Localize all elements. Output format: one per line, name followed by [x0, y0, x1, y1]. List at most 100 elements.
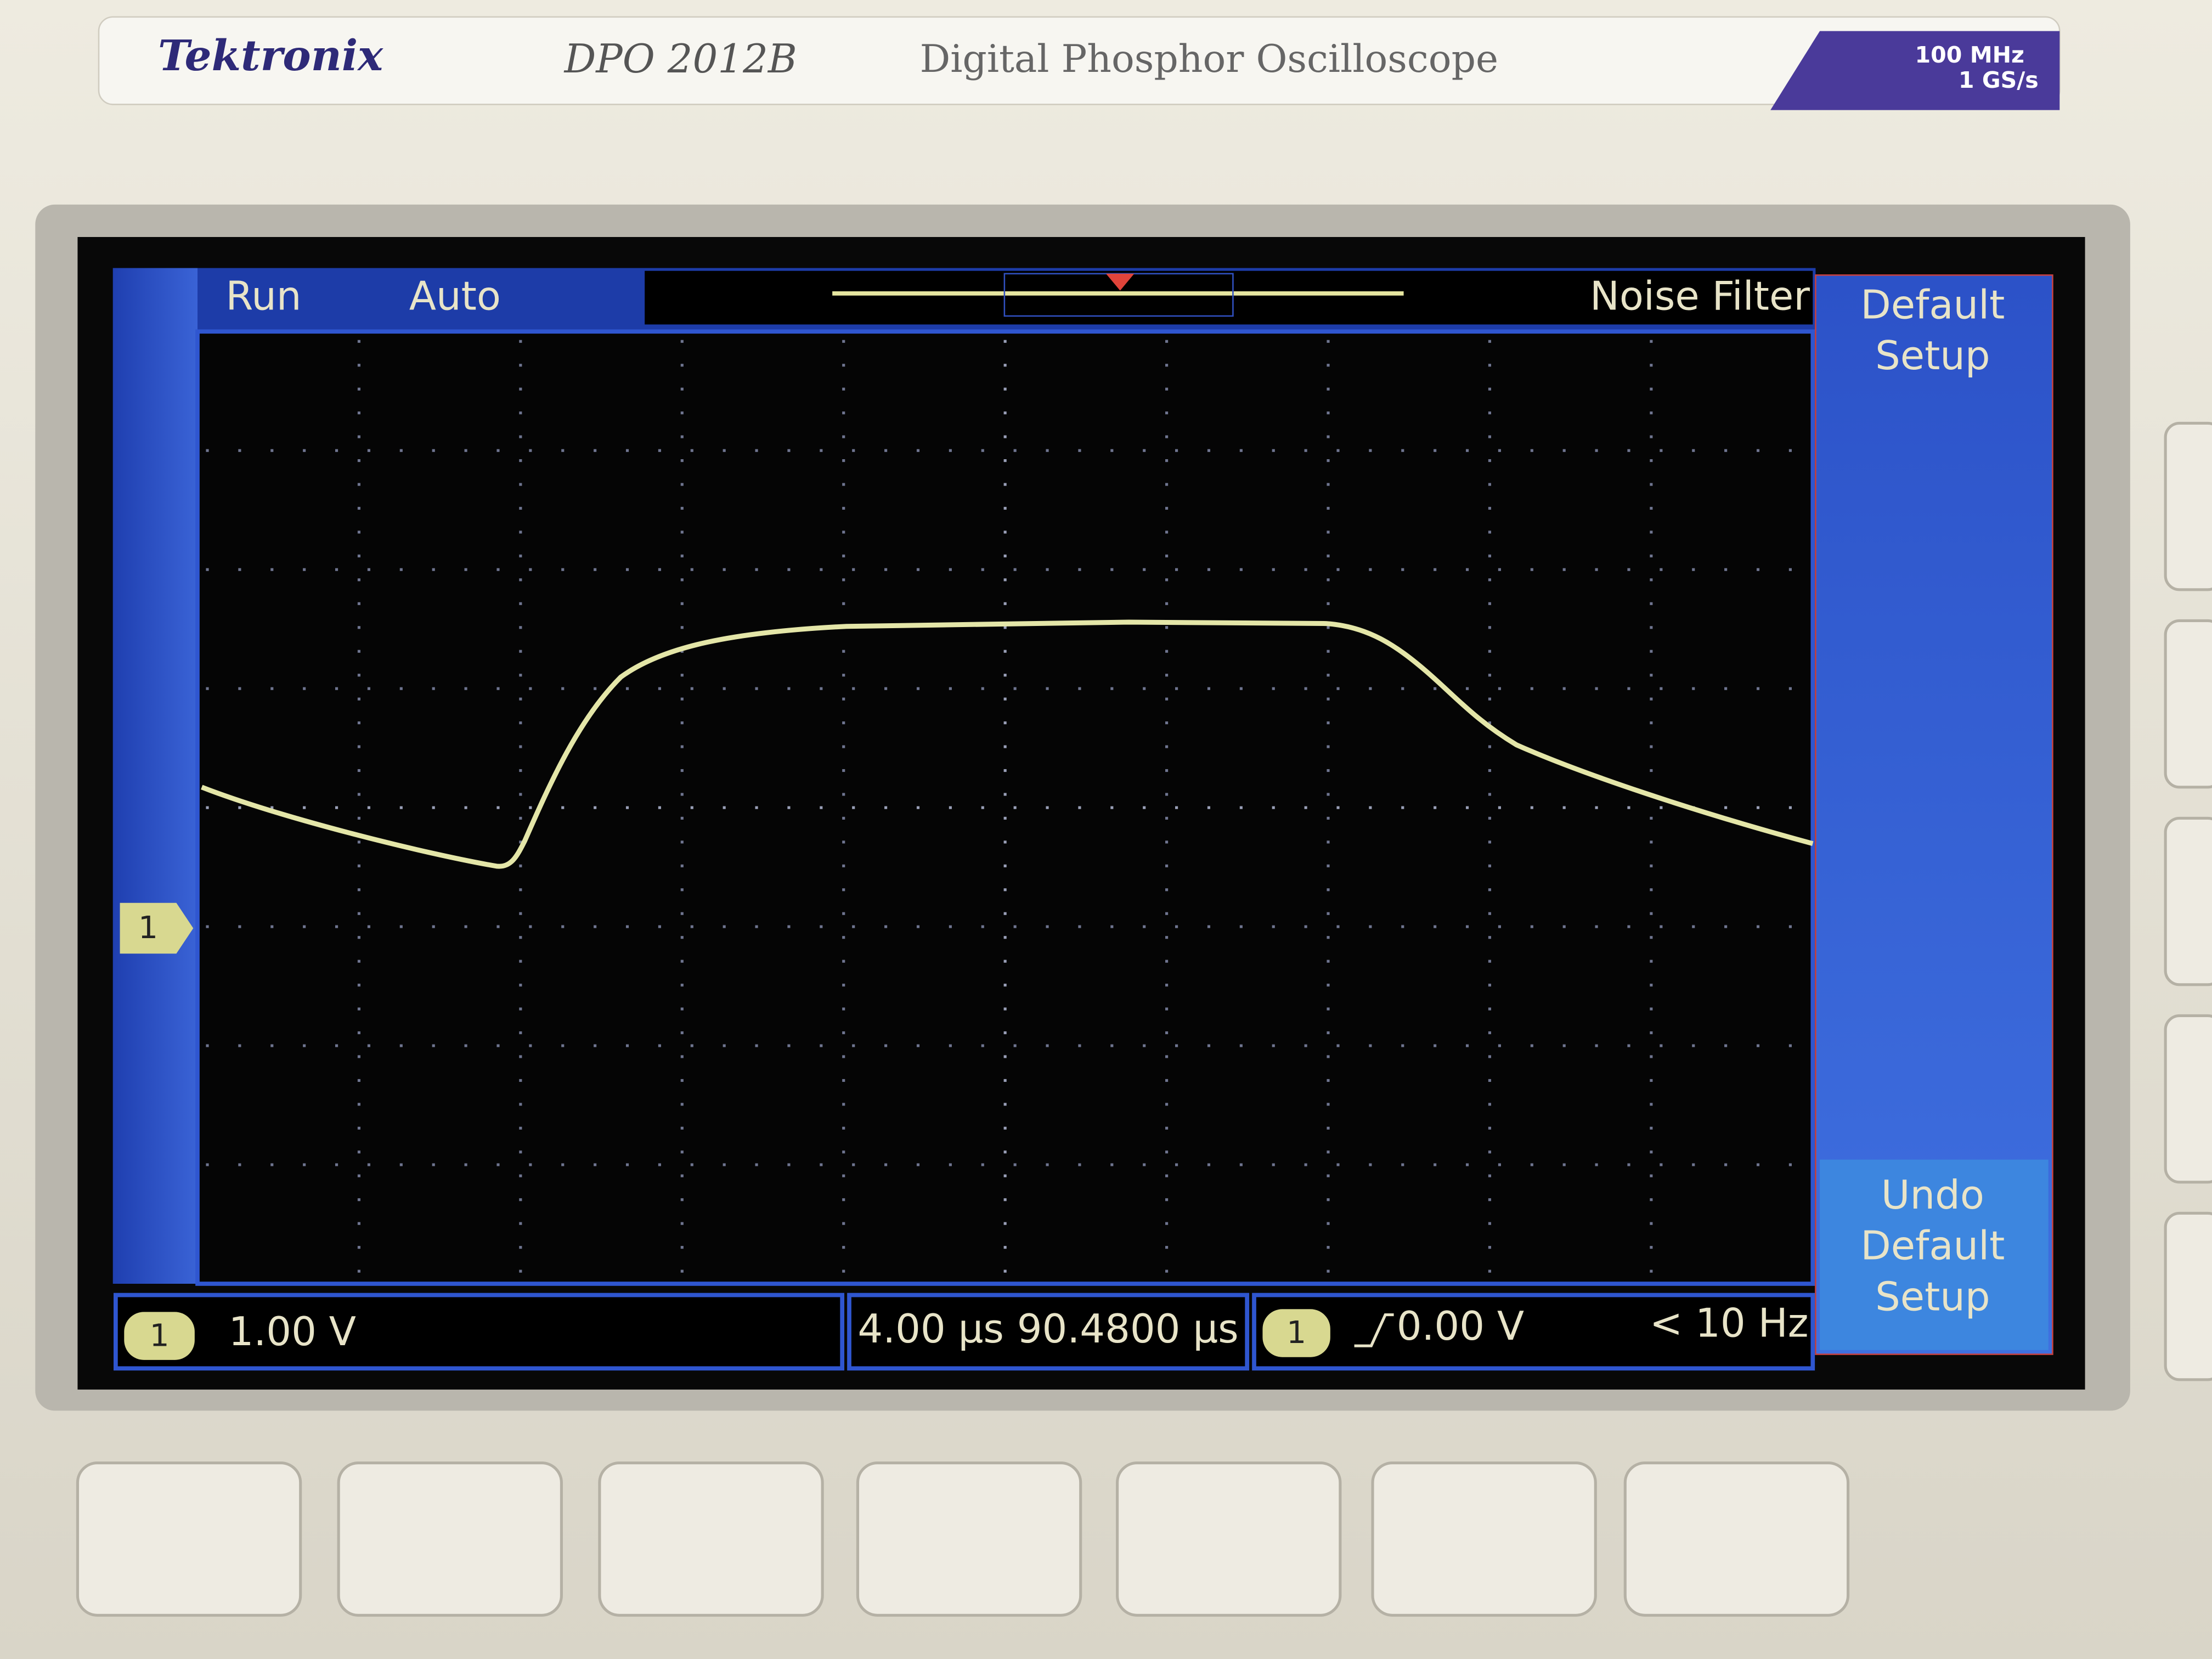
grid-dot — [519, 816, 522, 820]
grid-dot — [1165, 769, 1169, 772]
grid-dot — [303, 925, 306, 928]
bezel-button[interactable] — [1623, 1462, 1850, 1617]
grid-dot — [1003, 650, 1007, 653]
grid-dot — [1304, 806, 1307, 809]
grid-dot — [1003, 864, 1007, 867]
grid-dot — [1327, 697, 1330, 701]
grid-dot — [1003, 888, 1007, 891]
grid-dot — [1756, 449, 1760, 452]
grid-dot — [1724, 1044, 1728, 1047]
bezel-button[interactable] — [856, 1462, 1082, 1617]
grid-dot — [1465, 806, 1469, 809]
grid-dot — [1488, 721, 1491, 725]
grid-dot — [519, 387, 522, 391]
grid-dot — [1562, 1163, 1566, 1166]
grid-dot — [690, 1044, 693, 1047]
grid-dot — [1434, 568, 1437, 571]
grid-dot — [1327, 387, 1330, 391]
grid-dot — [357, 816, 360, 820]
grid-dot — [561, 1163, 565, 1166]
grid-dot — [1207, 925, 1211, 928]
grid-dot — [1434, 1163, 1437, 1166]
grid-dot — [680, 1126, 684, 1130]
grid-dot — [1327, 411, 1330, 415]
grid-dot — [1013, 449, 1017, 452]
grid-dot — [1327, 793, 1330, 796]
grid-dot — [367, 1163, 370, 1166]
grid-dot — [884, 1044, 888, 1047]
grid-dot — [1272, 1163, 1275, 1166]
channel-marker-label: 1 — [138, 910, 158, 946]
grid-dot — [1165, 745, 1169, 748]
grid-dot — [1327, 506, 1330, 510]
sample-rate: 1 GS/s — [1959, 67, 2039, 93]
grid-dot — [1013, 1044, 1017, 1047]
grid-dot — [464, 449, 467, 452]
side-button[interactable] — [2164, 816, 2212, 986]
bezel-button[interactable] — [76, 1462, 302, 1617]
grid-dot — [1692, 568, 1695, 571]
grid-dot — [1488, 1269, 1491, 1273]
grid-dot — [1488, 816, 1491, 820]
grid-dot — [1003, 459, 1007, 462]
grid-dot — [1401, 925, 1404, 928]
undo-button[interactable] — [1820, 1159, 2049, 1350]
grid-dot — [1650, 1269, 1653, 1273]
grid-dot — [519, 459, 522, 462]
waveform — [201, 619, 1814, 869]
grid-dot — [680, 483, 684, 486]
grid-dot — [1650, 387, 1653, 391]
side-button[interactable] — [2164, 421, 2212, 591]
grid-dot — [399, 1044, 403, 1047]
grid-dot — [1488, 626, 1491, 629]
bezel-button[interactable] — [1371, 1462, 1597, 1617]
grid-dot — [1078, 687, 1081, 690]
spec-badge — [1770, 31, 2060, 110]
side-button[interactable] — [2164, 1211, 2212, 1381]
grid-dot — [820, 806, 823, 809]
grid-dot — [842, 984, 845, 987]
grid-dot — [1165, 1103, 1169, 1106]
grid-dot — [1165, 864, 1169, 867]
grid-dot — [1650, 1103, 1653, 1106]
grid-dot — [981, 1163, 984, 1166]
grid-dot — [399, 568, 403, 571]
grid-dot — [1488, 531, 1491, 534]
grid-dot — [1650, 912, 1653, 915]
grid-dot — [787, 1163, 791, 1166]
grid-dot — [1175, 925, 1178, 928]
grid-dot — [519, 888, 522, 891]
menu-button[interactable]: Default Setup — [1860, 281, 2005, 379]
grid-dot — [658, 806, 661, 809]
grid-dot — [1327, 769, 1330, 772]
grid-dot — [1488, 745, 1491, 748]
grid-dot — [680, 769, 684, 772]
grid-dot — [1078, 806, 1081, 809]
grid-dot — [303, 568, 306, 571]
bezel-button[interactable] — [337, 1462, 563, 1617]
grid-dot — [594, 806, 597, 809]
grid-dot — [1046, 806, 1049, 809]
bezel-button[interactable] — [598, 1462, 824, 1617]
grid-dot — [519, 745, 522, 748]
grid-dot — [842, 411, 845, 415]
grid-dot — [842, 1031, 845, 1035]
grid-dot — [519, 936, 522, 939]
grid-dot — [519, 340, 522, 343]
side-button[interactable] — [2164, 619, 2212, 789]
grid-dot — [357, 340, 360, 343]
grid-dot — [1175, 1163, 1178, 1166]
grid-dot — [594, 925, 597, 928]
grid-dot — [238, 925, 241, 928]
grid-dot — [519, 793, 522, 796]
grid-dot — [270, 925, 274, 928]
grid-dot — [357, 1269, 360, 1273]
grid-dot — [981, 1044, 984, 1047]
grid-dot — [1488, 506, 1491, 510]
grid-dot — [1327, 1222, 1330, 1225]
grid-dot — [594, 449, 597, 452]
side-button[interactable] — [2164, 1014, 2212, 1184]
grid-dot — [1175, 568, 1178, 571]
bezel-button[interactable] — [1116, 1462, 1342, 1617]
grid-dot — [357, 1007, 360, 1011]
